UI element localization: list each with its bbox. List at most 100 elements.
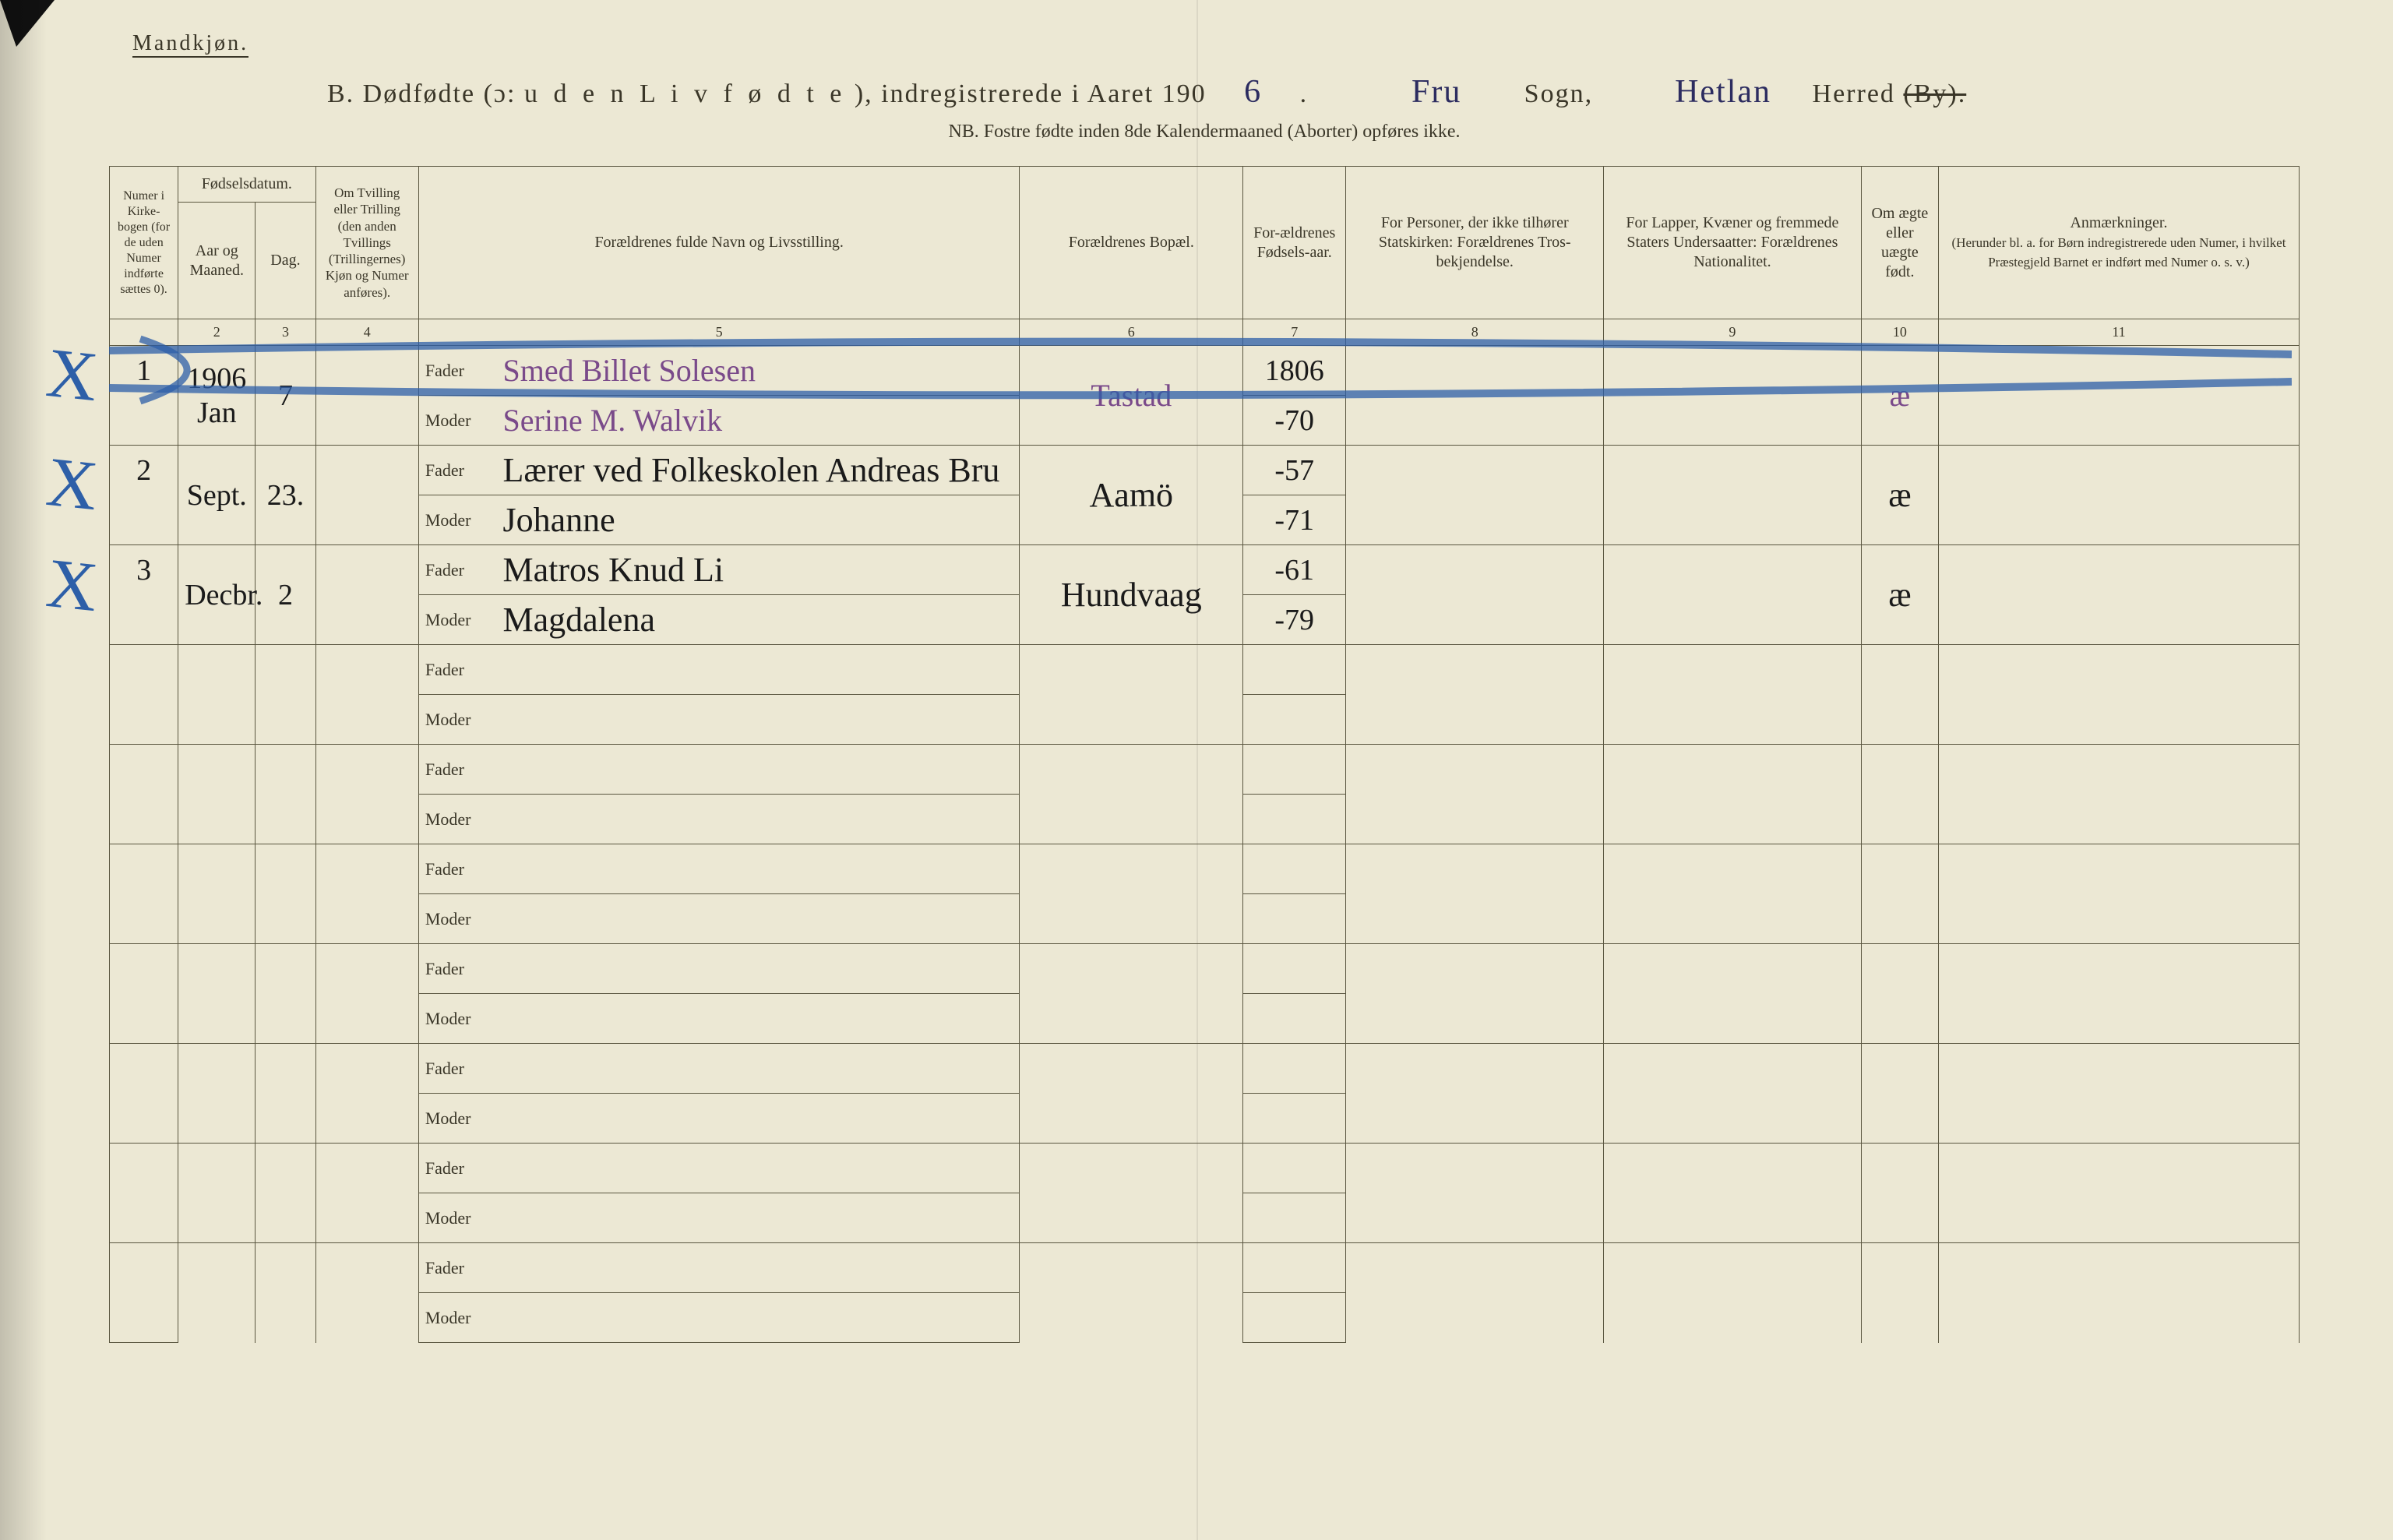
- cell-number: [110, 944, 178, 994]
- cell-nationality: [1604, 446, 1862, 545]
- cell-father-birthyear: 1806: [1243, 346, 1346, 396]
- cell-father-name: Smed Billet Solesen: [488, 346, 1020, 396]
- cell-number-blank: [110, 1193, 178, 1243]
- cell-role-fader: Fader: [418, 844, 487, 894]
- cell-mother-name: Serine M. Walvik: [488, 396, 1020, 446]
- cell-number-blank: [110, 595, 178, 645]
- colnum-2: 2: [178, 319, 256, 346]
- col-header-birthyear: For-ældrenes Fødsels-aar.: [1243, 167, 1346, 319]
- cell-role-moder: Moder: [418, 396, 487, 446]
- cell-religion: [1346, 645, 1604, 745]
- ledger-page: Mandkjøn. B. Dødfødte (ɔ: u d e n L i v …: [0, 0, 2393, 1540]
- cell-day: 23.: [256, 446, 315, 545]
- cell-twin: [315, 545, 418, 645]
- cell-nationality: [1604, 346, 1862, 446]
- cell-role-moder: Moder: [418, 994, 487, 1044]
- cell-number-blank: [110, 495, 178, 545]
- cell-father-name: [488, 645, 1020, 695]
- cell-mother-birthyear: [1243, 894, 1346, 944]
- cell-notes: [1938, 944, 2299, 1044]
- col-header-number: Numer i Kirke-bogen (for de uden Numer i…: [110, 167, 178, 319]
- herred-handwritten: Hetlan: [1675, 73, 1771, 111]
- col-header-birthdate: Fødselsdatum.: [178, 167, 315, 203]
- cell-role-moder: Moder: [418, 695, 487, 745]
- cell-residence: [1020, 844, 1243, 944]
- cell-notes: [1938, 745, 2299, 844]
- cell-number: [110, 1144, 178, 1193]
- cell-mother-name: [488, 1293, 1020, 1343]
- cell-mother-birthyear: [1243, 695, 1346, 745]
- cell-role-fader: Fader: [418, 446, 487, 495]
- cell-month: [178, 1243, 256, 1343]
- cell-father-name: [488, 1044, 1020, 1094]
- cell-mother-name: [488, 695, 1020, 745]
- cell-day: [256, 1044, 315, 1144]
- cell-twin: [315, 1044, 418, 1144]
- cell-month: [178, 1044, 256, 1144]
- cell-number: [110, 1243, 178, 1293]
- cell-number: 2: [110, 446, 178, 495]
- cell-twin: [315, 1144, 418, 1243]
- cell-month: Sept.: [178, 446, 256, 545]
- table-row: 2Sept.23.FaderLærer ved Folkeskolen Andr…: [110, 446, 2300, 495]
- cell-nationality: [1604, 1044, 1862, 1144]
- col-header-parents-names: Forældrenes fulde Navn og Livsstilling.: [418, 167, 1020, 319]
- cell-day: [256, 1243, 315, 1343]
- cell-number-blank: [110, 1094, 178, 1144]
- cell-notes: [1938, 645, 2299, 745]
- cell-twin: [315, 844, 418, 944]
- cell-role-fader: Fader: [418, 745, 487, 795]
- cell-mother-birthyear: -79: [1243, 595, 1346, 645]
- cell-nationality: [1604, 545, 1862, 645]
- cell-number: 1: [110, 346, 178, 396]
- cell-role-fader: Fader: [418, 346, 487, 396]
- cell-notes: [1938, 1243, 2299, 1343]
- cell-day: [256, 745, 315, 844]
- cell-day: 2: [256, 545, 315, 645]
- table-row: 3Decbr.2FaderMatros Knud LiHundvaag-61æ: [110, 545, 2300, 595]
- cell-role-fader: Fader: [418, 645, 487, 695]
- sogn-label: Sogn,: [1524, 79, 1593, 108]
- table-body: 11906 Jan7FaderSmed Billet SolesenTastad…: [110, 346, 2300, 1343]
- cell-mother-birthyear: [1243, 1193, 1346, 1243]
- col-header-nationality: For Lapper, Kvæner og fremmede Staters U…: [1604, 167, 1862, 319]
- colnum-5: 5: [418, 319, 1020, 346]
- cell-nationality: [1604, 844, 1862, 944]
- cell-legitimacy: [1861, 944, 1938, 1044]
- cell-father-birthyear: [1243, 1044, 1346, 1094]
- cell-nationality: [1604, 745, 1862, 844]
- cell-religion: [1346, 1243, 1604, 1343]
- cell-number-blank: [110, 894, 178, 944]
- cell-mother-birthyear: [1243, 1094, 1346, 1144]
- cell-legitimacy: æ: [1861, 545, 1938, 645]
- cell-month: [178, 844, 256, 944]
- year-handwritten: 6: [1207, 73, 1300, 111]
- cell-number: [110, 1044, 178, 1094]
- cell-father-birthyear: [1243, 844, 1346, 894]
- colnum-10: 10: [1861, 319, 1938, 346]
- cell-role-moder: Moder: [418, 495, 487, 545]
- cell-number-blank: [110, 396, 178, 446]
- ledger-table: Numer i Kirke-bogen (for de uden Numer i…: [109, 166, 2300, 1343]
- cell-notes: [1938, 346, 2299, 446]
- col-header-residence: Forældrenes Bopæl.: [1020, 167, 1243, 319]
- colnum-4: 4: [315, 319, 418, 346]
- table-row-blank: Fader: [110, 944, 2300, 994]
- cell-residence: [1020, 645, 1243, 745]
- cell-day: [256, 1144, 315, 1243]
- cell-residence: [1020, 1243, 1243, 1343]
- gender-label: Mandkjøn.: [132, 31, 248, 58]
- cell-twin: [315, 645, 418, 745]
- cell-role-moder: Moder: [418, 1193, 487, 1243]
- cell-legitimacy: [1861, 1044, 1938, 1144]
- cell-mother-name: [488, 994, 1020, 1044]
- cell-mother-birthyear: -71: [1243, 495, 1346, 545]
- cell-religion: [1346, 844, 1604, 944]
- by-struck: (By).: [1903, 79, 1966, 108]
- cell-mother-name: Magdalena: [488, 595, 1020, 645]
- colnum-11: 11: [1938, 319, 2299, 346]
- cell-father-name: [488, 745, 1020, 795]
- sogn-handwritten: Fru: [1390, 73, 1483, 111]
- cell-number-blank: [110, 795, 178, 844]
- cell-twin: [315, 745, 418, 844]
